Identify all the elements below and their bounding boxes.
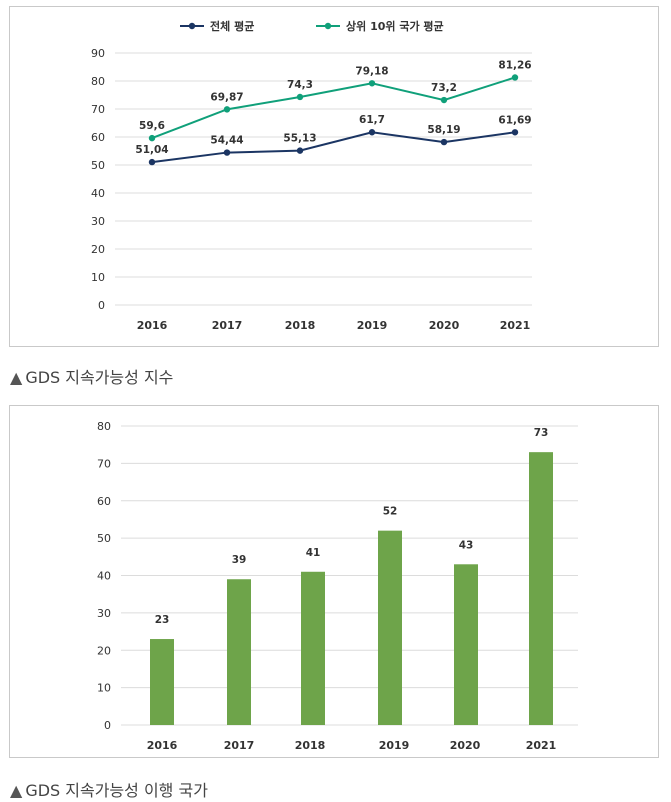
y-tick-label: 50: [97, 532, 111, 545]
data-label: 52: [383, 506, 398, 518]
y-tick-label: 80: [91, 75, 105, 88]
data-point: [368, 80, 376, 87]
series-line: [151, 131, 516, 164]
data-point: [223, 106, 231, 113]
x-tick-label: 2019: [379, 739, 410, 752]
data-label: 39: [232, 554, 247, 566]
x-tick-label: 2016: [147, 739, 178, 752]
x-tick-label: 2020: [450, 739, 481, 752]
y-tick-label: 60: [91, 131, 105, 144]
legend-marker: [188, 22, 196, 30]
legend-label: 전체 평균: [210, 19, 254, 33]
y-tick-label: 10: [91, 271, 105, 284]
y-tick-label: 30: [91, 215, 105, 228]
data-point: [511, 74, 519, 81]
x-tick-label: 2021: [526, 739, 557, 752]
line-chart-caption: ▲ GDS 지속가능성 지수: [10, 364, 173, 388]
x-tick-label: 2017: [224, 739, 255, 752]
x-tick-label: 2020: [429, 319, 460, 332]
data-label: 43: [459, 539, 474, 551]
x-tick-label: 2016: [137, 319, 168, 332]
data-label: 23: [155, 614, 170, 626]
data-label: 61,69: [498, 114, 531, 126]
y-tick-label: 40: [91, 187, 105, 200]
bar-chart: 0 10 20 30 40 50 60 70 80 23 39 41 52 43 73 2016 2017 201…: [97, 420, 578, 752]
data-point: [296, 147, 304, 154]
triangle-icon: ▲: [10, 781, 23, 800]
y-tick-label: 10: [97, 682, 111, 695]
data-label: 81,26: [498, 59, 531, 71]
data-point: [511, 129, 519, 136]
y-tick-label: 70: [97, 457, 111, 470]
y-tick-label: 80: [97, 420, 111, 433]
line-chart: 0 10 20 30 40 50 60 70 80 90 2016 2017 2018 2019 2020 2…: [91, 19, 532, 332]
bar: [301, 571, 325, 725]
y-tick-label: 0: [104, 719, 111, 732]
bar-chart-panel: 0 10 20 30 40 50 60 70 80 23 39 41 52 43 73 2016 2017 201…: [9, 405, 659, 758]
caption-text: GDS 지속가능성 이행 국가: [25, 781, 208, 800]
data-point: [440, 138, 448, 146]
x-tick-label: 2018: [295, 739, 326, 752]
legend-marker: [324, 22, 332, 30]
series-line: [151, 76, 516, 140]
data-label: 73: [534, 427, 549, 439]
y-tick-label: 40: [97, 570, 111, 583]
data-label: 73,2: [431, 82, 457, 94]
bar: [150, 639, 174, 725]
y-tick-label: 20: [91, 243, 105, 256]
data-point: [368, 129, 376, 136]
data-point: [148, 158, 156, 166]
y-tick-label: 50: [91, 159, 105, 172]
data-label: 61,7: [359, 114, 385, 126]
bar: [227, 579, 251, 725]
bar: [529, 452, 553, 725]
data-point: [223, 149, 231, 156]
data-label: 69,87: [210, 91, 243, 103]
y-tick-label: 90: [91, 47, 105, 60]
x-tick-label: 2019: [357, 319, 388, 332]
bar: [454, 564, 478, 725]
bar-chart-caption: ▲ GDS 지속가능성 이행 국가: [10, 777, 208, 801]
data-point: [148, 134, 156, 142]
line-chart-panel: 0 10 20 30 40 50 60 70 80 90 2016 2017 2018 2019 2020 2…: [9, 6, 659, 347]
data-label: 59,6: [139, 120, 165, 132]
x-tick-label: 2021: [500, 319, 531, 332]
y-tick-label: 0: [98, 299, 105, 312]
data-label: 55,13: [283, 133, 316, 145]
data-point: [440, 96, 448, 104]
data-label: 51,04: [135, 144, 168, 156]
data-label: 58,19: [427, 124, 460, 136]
legend-label: 상위 10위 국가 평균: [346, 19, 444, 33]
y-tick-label: 20: [97, 644, 111, 657]
data-label: 74,3: [287, 79, 313, 91]
x-tick-label: 2017: [212, 319, 243, 332]
x-tick-label: 2018: [285, 319, 316, 332]
data-label: 41: [306, 547, 321, 559]
y-tick-label: 70: [91, 103, 105, 116]
triangle-icon: ▲: [10, 368, 23, 387]
caption-text: GDS 지속가능성 지수: [25, 368, 174, 387]
data-point: [296, 93, 304, 101]
y-tick-label: 60: [97, 495, 111, 508]
data-label: 79,18: [355, 65, 388, 77]
bar: [378, 530, 402, 725]
y-tick-label: 30: [97, 607, 111, 620]
data-label: 54,44: [210, 135, 243, 147]
